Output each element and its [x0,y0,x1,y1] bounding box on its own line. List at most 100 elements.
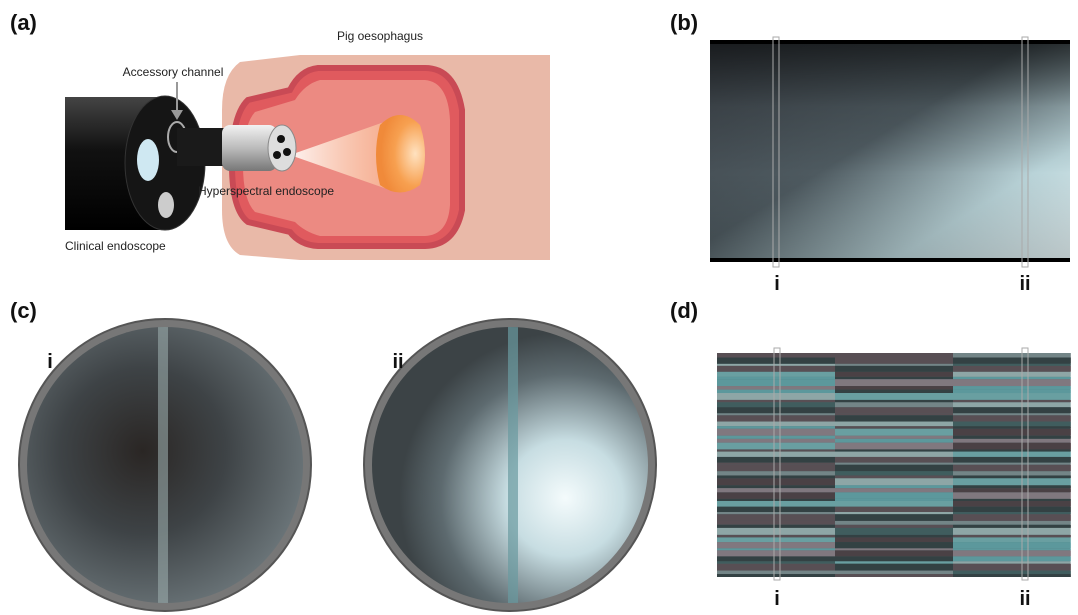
streak [953,564,1071,571]
annotation: Hyperspectral endoscope [198,184,334,198]
image-c: i ii [19,319,656,611]
fiber [283,148,291,156]
marker-label: i [47,351,53,373]
streak [835,535,953,538]
streak [717,422,835,427]
streak [717,402,835,407]
streak [835,512,953,514]
probe-face [268,125,296,171]
streak [953,537,1071,542]
streak [835,379,953,386]
streak [835,485,953,488]
streak [953,426,1071,429]
streak [717,364,835,366]
annotation: Pig oesophagus [337,29,423,43]
streak [835,561,953,563]
streak [835,402,953,407]
streak [953,499,1071,501]
streak [953,439,1071,443]
streak [953,429,1071,436]
streak [835,377,953,379]
streak [835,507,953,512]
annotation: Clinical endoscope [65,239,166,253]
streak [953,457,1071,463]
streak [953,364,1071,366]
streak [953,475,1071,478]
streak [717,390,835,393]
streak [835,475,953,478]
streak [953,443,1071,450]
streak [835,366,953,372]
streak [717,525,835,528]
streak [717,471,835,475]
fiber [277,135,285,143]
edge [710,258,1070,262]
streak [835,436,953,439]
streak [835,452,953,457]
streak [717,548,835,550]
streak [717,353,835,358]
panel-label: (b) [670,10,698,35]
streak [717,393,835,400]
edge [710,40,1070,44]
streak [717,521,835,525]
streak [953,413,1071,415]
streak [953,377,1071,379]
streak [953,372,1071,377]
streak [835,390,953,393]
streak [717,436,835,439]
streak [717,426,835,429]
streak [953,501,1071,507]
streak [953,528,1071,535]
streak [717,407,835,413]
streak [717,492,835,499]
streak [717,550,835,556]
streak [717,457,835,463]
streak [953,485,1071,488]
marker-label: i [774,273,780,295]
light-cone [376,115,425,193]
streak [953,535,1071,538]
streak [953,478,1071,485]
streak [717,485,835,488]
streak [835,429,953,436]
streak [717,535,835,538]
streak [835,550,953,556]
streak [953,556,1071,561]
shading [710,40,1070,262]
streak [717,463,835,465]
streak [953,390,1071,393]
streak [835,413,953,415]
streak [717,574,835,577]
panel-label: (d) [670,298,698,323]
streak [953,449,1071,451]
streak [717,501,835,507]
streak [835,525,953,528]
streak [717,514,835,521]
streak [953,542,1071,548]
marker-label: ii [392,351,403,373]
streak [953,436,1071,439]
streak [835,353,953,358]
streak [953,507,1071,512]
streak [835,463,953,465]
streak [717,512,835,514]
streak [953,525,1071,528]
streak [953,571,1071,574]
streak [953,415,1071,421]
streak [835,556,953,561]
streak [717,488,835,492]
streak [953,463,1071,465]
streak [953,561,1071,563]
panel-label: (c) [10,298,37,323]
streak [835,564,953,571]
streak [717,366,835,372]
streak [835,537,953,542]
panel-label: (a) [10,10,37,35]
figure: (a) (b) (c) (d) Pig oesophagus Accessory… [0,0,1078,615]
streak [717,386,835,390]
streak [835,548,953,550]
lens [137,139,159,181]
streak [835,499,953,501]
streak [953,521,1071,525]
